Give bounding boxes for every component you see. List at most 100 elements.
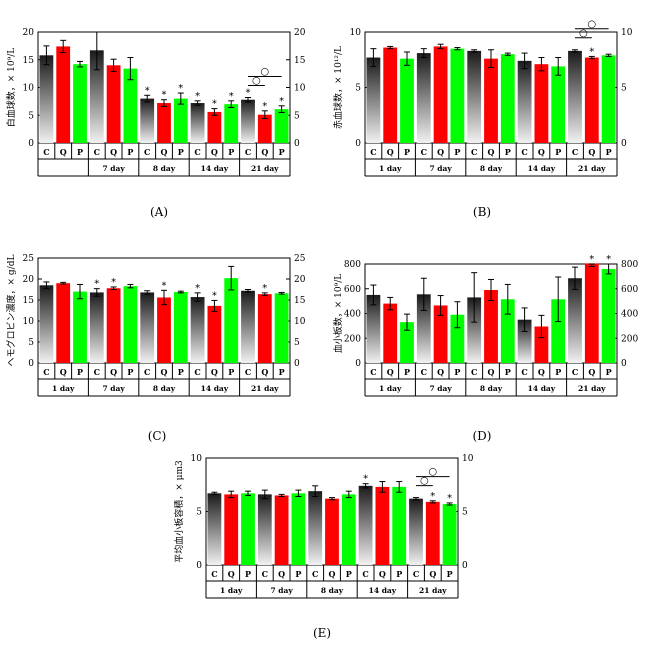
category-label: Q [329, 569, 336, 579]
y-tick-label-right: 5 [294, 338, 300, 348]
significance-mark: * [447, 493, 452, 504]
category-label: P [346, 569, 352, 579]
category-label: C [370, 147, 376, 157]
category-label: C [211, 569, 217, 579]
y-tick-label-left: 10 [23, 317, 35, 327]
category-label: Q [437, 367, 444, 377]
category-label: C [43, 367, 49, 377]
y-tick-label-right: 10 [462, 454, 474, 464]
category-label: Q [538, 367, 545, 377]
y-tick-label-left: 20 [23, 275, 35, 285]
y-axis-title: 血小板数，× 10⁹/L [332, 274, 344, 353]
bar-q-2 [157, 297, 171, 363]
bar-p-1 [450, 48, 465, 143]
y-tick-label-right: 400 [621, 310, 638, 320]
bar-c-1 [416, 294, 431, 363]
category-label: Q [261, 147, 268, 157]
bar-p-2 [173, 98, 188, 143]
y-tick-label-left: 10 [350, 28, 362, 38]
bar-q-2 [484, 289, 498, 363]
group-label: 7 day [102, 164, 125, 173]
y-tick-label-right: 10 [621, 28, 633, 38]
y-tick-label-left: 10 [23, 84, 35, 94]
category-label: Q [161, 367, 168, 377]
category-label: C [362, 569, 368, 579]
significance-mark: * [212, 99, 217, 110]
bar-p-4 [274, 109, 289, 143]
category-label: P [404, 367, 410, 377]
bar-c-2 [467, 297, 482, 363]
category-label: P [505, 147, 511, 157]
y-tick-label-right: 5 [462, 508, 468, 518]
bracket-symbol: ○ [428, 467, 437, 478]
category-label: Q [488, 367, 495, 377]
category-label: C [94, 147, 100, 157]
y-tick-label-left: 0 [28, 139, 34, 149]
y-tick-label-right: 10 [294, 84, 306, 94]
bar-p-2 [500, 299, 515, 363]
bar-q-2 [157, 103, 171, 143]
group-label: 14 day [369, 586, 397, 595]
bar-p-1 [291, 493, 306, 565]
bar-p-1 [123, 286, 138, 363]
category-label: C [245, 147, 251, 157]
significance-mark: * [430, 491, 435, 502]
y-tick-label-left: 10 [191, 454, 203, 464]
y-tick-label-right: 15 [294, 56, 306, 66]
bar-p-3 [224, 104, 239, 143]
group-label: 1 day [52, 384, 75, 393]
bar-c-3 [190, 103, 205, 143]
bar-q-3 [375, 486, 390, 565]
bar-q-4 [257, 114, 272, 143]
bar-q-1 [106, 65, 121, 143]
significance-mark: * [262, 283, 267, 294]
significance-mark: * [162, 280, 167, 291]
y-tick-label-left: 5 [196, 508, 202, 518]
bracket-symbol: ○ [252, 75, 261, 86]
y-tick-label-left: 0 [355, 359, 361, 369]
category-label: P [127, 147, 133, 157]
category-label: Q [387, 147, 394, 157]
category-label: C [370, 367, 376, 377]
bar-q-1 [433, 305, 448, 363]
bar-c-3 [358, 485, 373, 565]
category-label: C [413, 569, 419, 579]
significance-mark: * [111, 277, 116, 288]
significance-mark: * [145, 85, 150, 96]
bar-p-4 [601, 55, 616, 144]
group-label: 8 day [480, 164, 503, 173]
significance-mark: * [229, 91, 234, 102]
category-label: Q [588, 367, 595, 377]
group-label: 7 day [429, 384, 452, 393]
y-tick-label-right: 5 [621, 84, 627, 94]
category-label: Q [379, 569, 386, 579]
bar-p-4 [274, 293, 289, 363]
category-label: Q [588, 147, 595, 157]
category-label: P [279, 147, 285, 157]
group-label: 21 day [578, 384, 606, 393]
y-tick-label-right: 20 [294, 275, 306, 285]
bar-p-0 [241, 493, 255, 565]
significance-mark: * [195, 283, 200, 294]
category-label: P [447, 569, 453, 579]
category-label: C [194, 367, 200, 377]
y-tick-label-left: 15 [23, 296, 35, 306]
bar-c-4 [568, 50, 582, 144]
bar-q-3 [207, 111, 222, 143]
bar-p-2 [500, 54, 515, 144]
category-label: P [279, 367, 285, 377]
category-label: Q [429, 569, 436, 579]
category-label: C [421, 147, 427, 157]
group-label: 7 day [429, 164, 452, 173]
bracket-symbol: ○ [587, 19, 596, 30]
category-label: P [228, 367, 234, 377]
y-tick-label-left: 0 [196, 561, 202, 571]
bar-c-0 [39, 285, 54, 363]
group-label: 8 day [153, 384, 176, 393]
bar-c-0 [39, 55, 54, 144]
bar-q-0 [383, 303, 398, 363]
bar-c-3 [190, 297, 205, 363]
group-label: 14 day [528, 164, 556, 173]
